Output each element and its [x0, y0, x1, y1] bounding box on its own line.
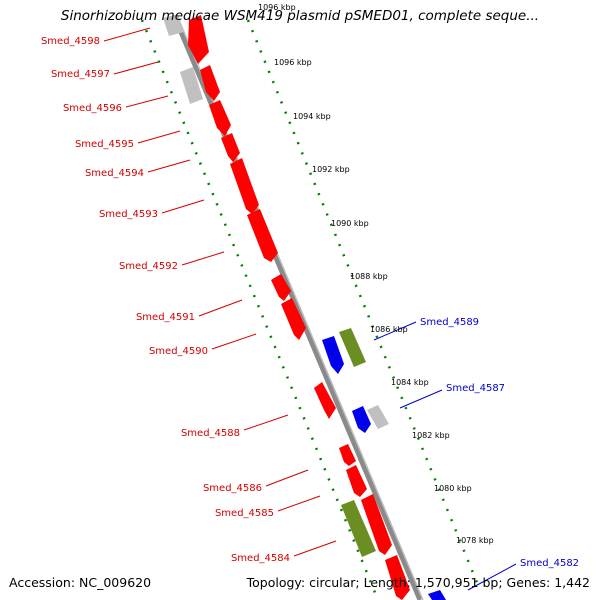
right-label-leaders: [373, 321, 517, 591]
gene-label[interactable]: Smed_4597: [51, 69, 110, 80]
map-title: Sinorhizobium medicae WSM419 plasmid pSM…: [60, 8, 540, 24]
gene-label[interactable]: Smed_4584: [231, 553, 290, 564]
topology-summary: Topology: circular; Length: 1,570,951 bp…: [246, 575, 590, 590]
gene-label[interactable]: Smed_4598: [41, 36, 100, 47]
tick-label: 1086 kbp: [370, 325, 408, 334]
tick-label: 1096 kbp: [274, 58, 312, 67]
gene-olive-1: [339, 328, 366, 367]
gene-label[interactable]: Smed_4592: [119, 261, 178, 272]
gene-olive-2: [341, 500, 376, 557]
gene-blue-4582: [428, 590, 446, 600]
left-label-leaders: [103, 27, 337, 557]
gene-gray-4587: [367, 405, 389, 429]
gene-label[interactable]: Smed_4589: [420, 317, 479, 328]
gene-label[interactable]: Smed_4591: [136, 312, 195, 323]
right-gene-labels: Smed_4589 Smed_4587 Smed_4582: [420, 317, 579, 569]
tick-label: 1080 kbp: [434, 484, 472, 493]
gene-blue-4589: [322, 336, 344, 374]
gene-label[interactable]: Smed_4596: [63, 103, 122, 114]
gene-label[interactable]: Smed_4586: [203, 483, 262, 494]
gene-smed-4597: [180, 67, 203, 104]
tick-label: 1088 kbp: [350, 272, 388, 281]
gene-red-6: [247, 209, 278, 262]
tick-label: 1092 kbp: [312, 165, 350, 174]
gene-label[interactable]: Smed_4595: [75, 139, 134, 150]
gene-label[interactable]: Smed_4594: [85, 168, 144, 179]
gene-red-10: [339, 444, 356, 466]
gene-red-12: [361, 494, 392, 555]
gene-smed-4598: [163, 14, 184, 36]
gene-blue-4587: [352, 406, 371, 433]
tick-label: 1084 kbp: [391, 378, 429, 387]
gene-label[interactable]: Smed_4582: [520, 558, 579, 569]
gene-red-11: [346, 465, 367, 497]
gene-label[interactable]: Smed_4588: [181, 428, 240, 439]
gene-label[interactable]: Smed_4593: [99, 209, 158, 220]
gene-label[interactable]: Smed_4590: [149, 346, 208, 357]
gene-features: [163, 14, 446, 600]
tick-label: 1078 kbp: [456, 536, 494, 545]
tick-label: 1090 kbp: [331, 219, 369, 228]
tick-labels: 1096 kbp 1096 kbp 1094 kbp 1092 kbp 1090…: [258, 3, 494, 545]
tick-label: 1096 kbp: [258, 3, 296, 12]
gene-red-7: [271, 274, 291, 301]
gene-label[interactable]: Smed_4587: [446, 383, 505, 394]
gene-red-top: [188, 15, 209, 64]
gene-red-5: [230, 158, 259, 214]
gene-red-9: [314, 382, 336, 419]
gene-red-4: [221, 133, 240, 162]
left-gene-labels: Smed_4598 Smed_4597 Smed_4596 Smed_4595 …: [41, 36, 290, 564]
gene-red-8: [281, 298, 306, 340]
accession-text: Accession: NC_009620: [9, 575, 152, 590]
gene-red-2: [200, 65, 220, 101]
gene-red-13: [385, 555, 410, 600]
tick-label: 1094 kbp: [293, 112, 331, 121]
gene-label[interactable]: Smed_4585: [215, 508, 274, 519]
tick-label: 1082 kbp: [412, 431, 450, 440]
gene-red-3: [209, 100, 231, 136]
